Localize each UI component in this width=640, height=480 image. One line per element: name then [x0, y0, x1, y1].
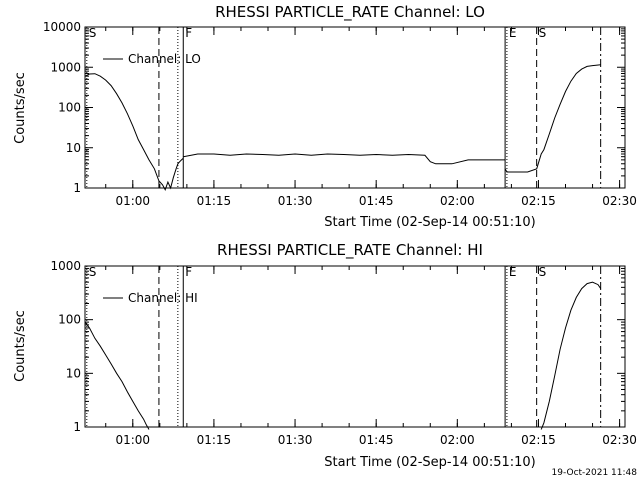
- chart2-xtick-label: 01:15: [197, 433, 232, 447]
- chart1-marker-label: S: [89, 26, 97, 40]
- chart1-ytick-label: 10000: [43, 20, 81, 34]
- chart2-ylabel: Counts/sec: [13, 310, 28, 382]
- chart1-xtick-label: 01:15: [197, 194, 232, 208]
- chart2-xtick-label: 01:00: [115, 433, 150, 447]
- chart1-ytick-label: 1000: [50, 60, 81, 74]
- chart2-series-line: [84, 321, 150, 430]
- chart1-ylabel: Counts/sec: [13, 72, 28, 144]
- chart1-marker-label: S: [539, 26, 547, 40]
- chart2-xtick-label: 02:00: [440, 433, 475, 447]
- chart1-marker-label: E: [509, 26, 517, 40]
- chart1-series-line: [504, 64, 601, 173]
- chart2-legend-label: Channel: HI: [128, 291, 198, 305]
- chart1-marker-label: F: [185, 26, 192, 40]
- chart2-xtick-label: 01:30: [278, 433, 313, 447]
- chart1-xtick-label: 02:30: [602, 194, 637, 208]
- chart1-plot: 1 10 100 1000 10000 01:00 01:15 01:30 01:45 02:00…: [43, 20, 637, 208]
- chart1-xtick-label: 01:00: [115, 194, 150, 208]
- chart1-xlabel: Start Time (02-Sep-14 00:51:10): [324, 215, 535, 230]
- chart2-xtick-label: 02:15: [521, 433, 556, 447]
- chart1-xtick-label: 02:15: [521, 194, 556, 208]
- chart2-xlabel: Start Time (02-Sep-14 00:51:10): [324, 455, 535, 470]
- chart2-ytick-label: 10: [66, 366, 81, 380]
- chart2-plot-frame: [84, 265, 626, 428]
- chart2-marker-label: S: [89, 265, 97, 279]
- chart2-title: RHESSI PARTICLE_RATE Channel: HI: [217, 241, 483, 260]
- chart1-title: RHESSI PARTICLE_RATE Channel: LO: [215, 3, 485, 22]
- chart1-ytick-label: 100: [58, 101, 81, 115]
- chart2-marker-label: E: [509, 265, 517, 279]
- chart1-series-line: [84, 73, 184, 192]
- chart1-xtick-label: 02:00: [440, 194, 475, 208]
- chart1-legend-label: Channel: LO: [128, 52, 201, 66]
- chart2-ytick-label: 1: [73, 420, 81, 434]
- chart2-series-line: [540, 281, 602, 430]
- timestamp: 19-Oct-2021 11:48: [552, 468, 638, 478]
- chart1-series-line: [183, 153, 506, 165]
- chart2-xtick-label: 02:30: [602, 433, 637, 447]
- chart2-marker-label: F: [185, 265, 192, 279]
- chart2-ytick-label: 100: [58, 313, 81, 327]
- chart1-ytick-label: 10: [66, 141, 81, 155]
- chart2-ytick-label: 1000: [50, 259, 81, 273]
- chart1-xtick-label: 01:30: [278, 194, 313, 208]
- chart2-marker-label: S: [539, 265, 547, 279]
- chart1-ytick-label: 1: [73, 181, 81, 195]
- chart2-plot: 1 10 100 1000 01:00 01:15 01:30 01:45 02:00 02:15…: [50, 259, 636, 447]
- chart1-xtick-label: 01:45: [359, 194, 394, 208]
- chart2-xtick-label: 01:45: [359, 433, 394, 447]
